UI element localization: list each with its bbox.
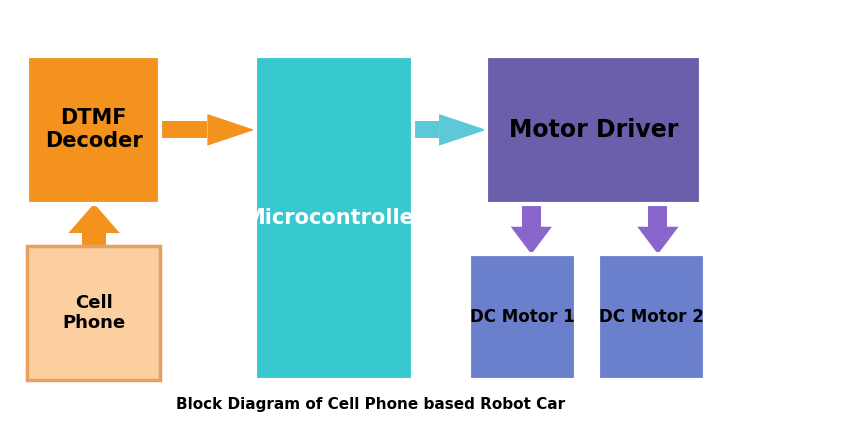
- Bar: [255, 56, 413, 380]
- Polygon shape: [439, 114, 486, 146]
- Bar: [28, 245, 160, 380]
- Polygon shape: [68, 204, 120, 233]
- Polygon shape: [637, 227, 678, 254]
- Polygon shape: [511, 227, 552, 254]
- Polygon shape: [522, 204, 541, 227]
- Polygon shape: [160, 121, 208, 138]
- Text: Block Diagram of Cell Phone based Robot Car: Block Diagram of Cell Phone based Robot …: [176, 397, 565, 412]
- Polygon shape: [413, 121, 439, 138]
- Text: Cell
Phone: Cell Phone: [62, 294, 125, 332]
- Text: DC Motor 2: DC Motor 2: [599, 308, 704, 326]
- Text: Motor Driver: Motor Driver: [509, 118, 678, 142]
- Bar: [469, 254, 576, 380]
- Polygon shape: [82, 233, 106, 245]
- Bar: [486, 56, 701, 204]
- Bar: [598, 254, 705, 380]
- Polygon shape: [208, 114, 255, 146]
- Text: DC Motor 1: DC Motor 1: [470, 308, 575, 326]
- Text: Microcontroller: Microcontroller: [244, 208, 424, 228]
- Text: DTMF
Decoder: DTMF Decoder: [45, 108, 143, 151]
- Polygon shape: [648, 204, 667, 227]
- Bar: [28, 56, 160, 204]
